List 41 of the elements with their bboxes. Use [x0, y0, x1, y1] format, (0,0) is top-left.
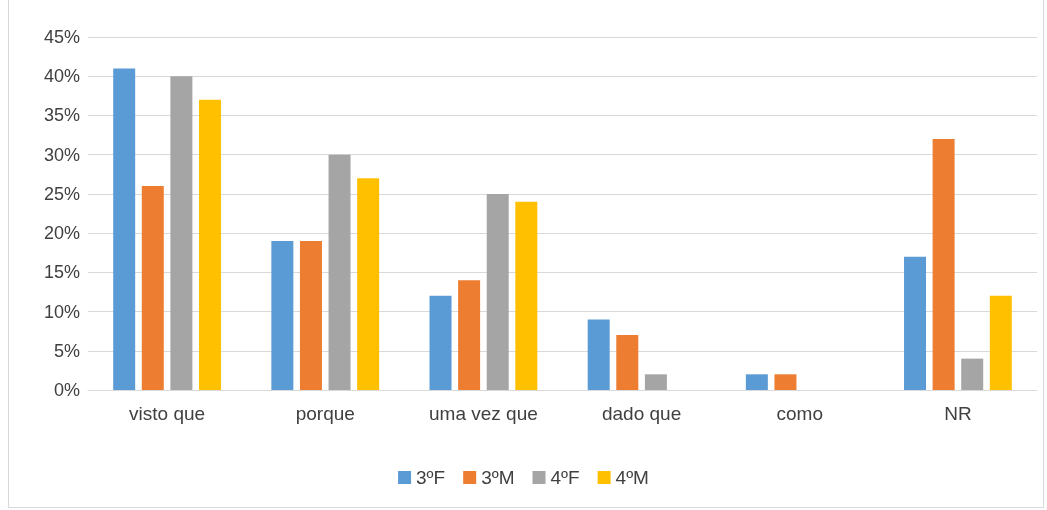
bar [299, 240, 322, 390]
y-tick-label: 5% [53, 340, 80, 361]
bar [587, 319, 610, 390]
legend-label: 3ºF [416, 467, 446, 488]
bar [458, 280, 481, 390]
bar [515, 201, 538, 390]
bar [644, 374, 667, 390]
y-tick-label: 20% [43, 223, 80, 244]
y-tick-label: 40% [43, 66, 80, 87]
bar [774, 374, 797, 390]
bar [170, 76, 193, 390]
legend-label: 4ºF [550, 467, 580, 488]
x-tick-label: uma vez que [429, 403, 538, 424]
bar [198, 99, 221, 390]
x-tick-label: visto que [129, 403, 206, 424]
legend-label: 4ºM [615, 467, 649, 488]
y-tick-label: 10% [43, 301, 80, 322]
bar [486, 193, 509, 390]
bar [328, 154, 351, 390]
bar [113, 68, 136, 390]
bar [932, 138, 955, 390]
bar [271, 240, 294, 390]
x-tick-label: NR [944, 403, 972, 424]
bar [989, 295, 1012, 390]
y-tick-label: 30% [43, 144, 80, 165]
bar [904, 256, 927, 390]
x-tick-label: porque [295, 403, 355, 424]
bar [429, 295, 452, 390]
x-tick-label: como [776, 403, 823, 424]
y-tick-label: 0% [53, 380, 80, 400]
x-tick-label: dado que [601, 403, 682, 424]
y-tick-label: 15% [43, 262, 80, 283]
bar [141, 186, 164, 390]
bar [616, 335, 639, 390]
y-tick-label: 45% [43, 27, 80, 47]
y-tick-label: 35% [43, 105, 80, 126]
legend-label: 3ºM [481, 467, 515, 488]
y-tick-label: 25% [43, 183, 80, 204]
bar [357, 178, 380, 390]
bar [745, 374, 768, 390]
bar [961, 358, 984, 390]
